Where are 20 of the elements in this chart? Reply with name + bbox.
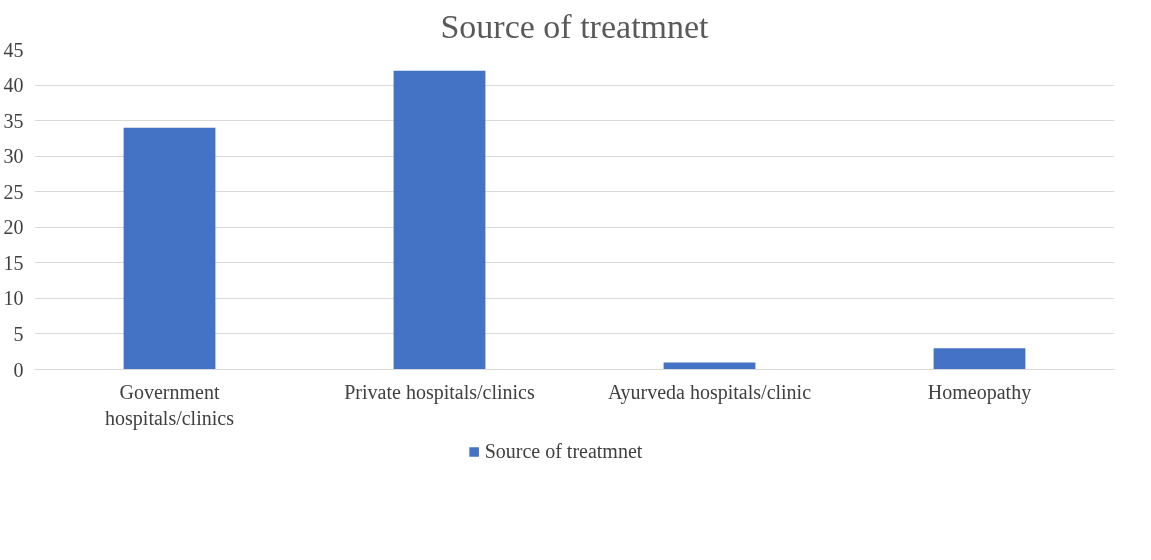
y-tick-label: 40 — [3, 74, 24, 97]
bar — [123, 127, 216, 370]
y-tick-label: 45 — [3, 38, 24, 61]
y-tick-label: 35 — [3, 109, 24, 132]
y-tick-label: 5 — [13, 322, 24, 345]
chart-title: Source of treatmnet — [440, 7, 710, 45]
bar — [663, 362, 756, 370]
y-tick-label: 15 — [3, 251, 24, 274]
y-tick-label: 25 — [3, 180, 24, 203]
y-tick-label: 10 — [3, 287, 24, 310]
x-tick-label: Government hospitals/clinics — [105, 380, 235, 430]
y-tick-label: 0 — [13, 358, 24, 381]
legend-label: Source of treatmnet — [484, 439, 643, 463]
x-tick-label: Homeopathy — [927, 380, 1032, 404]
bar — [393, 70, 486, 370]
x-tick-label: Private hospitals/clinics — [344, 380, 535, 404]
y-tick-label: 30 — [3, 145, 24, 168]
x-tick-label: Ayurveda hospitals/clinic — [607, 380, 812, 404]
y-tick-label: 20 — [3, 216, 24, 239]
bar — [933, 348, 1026, 370]
